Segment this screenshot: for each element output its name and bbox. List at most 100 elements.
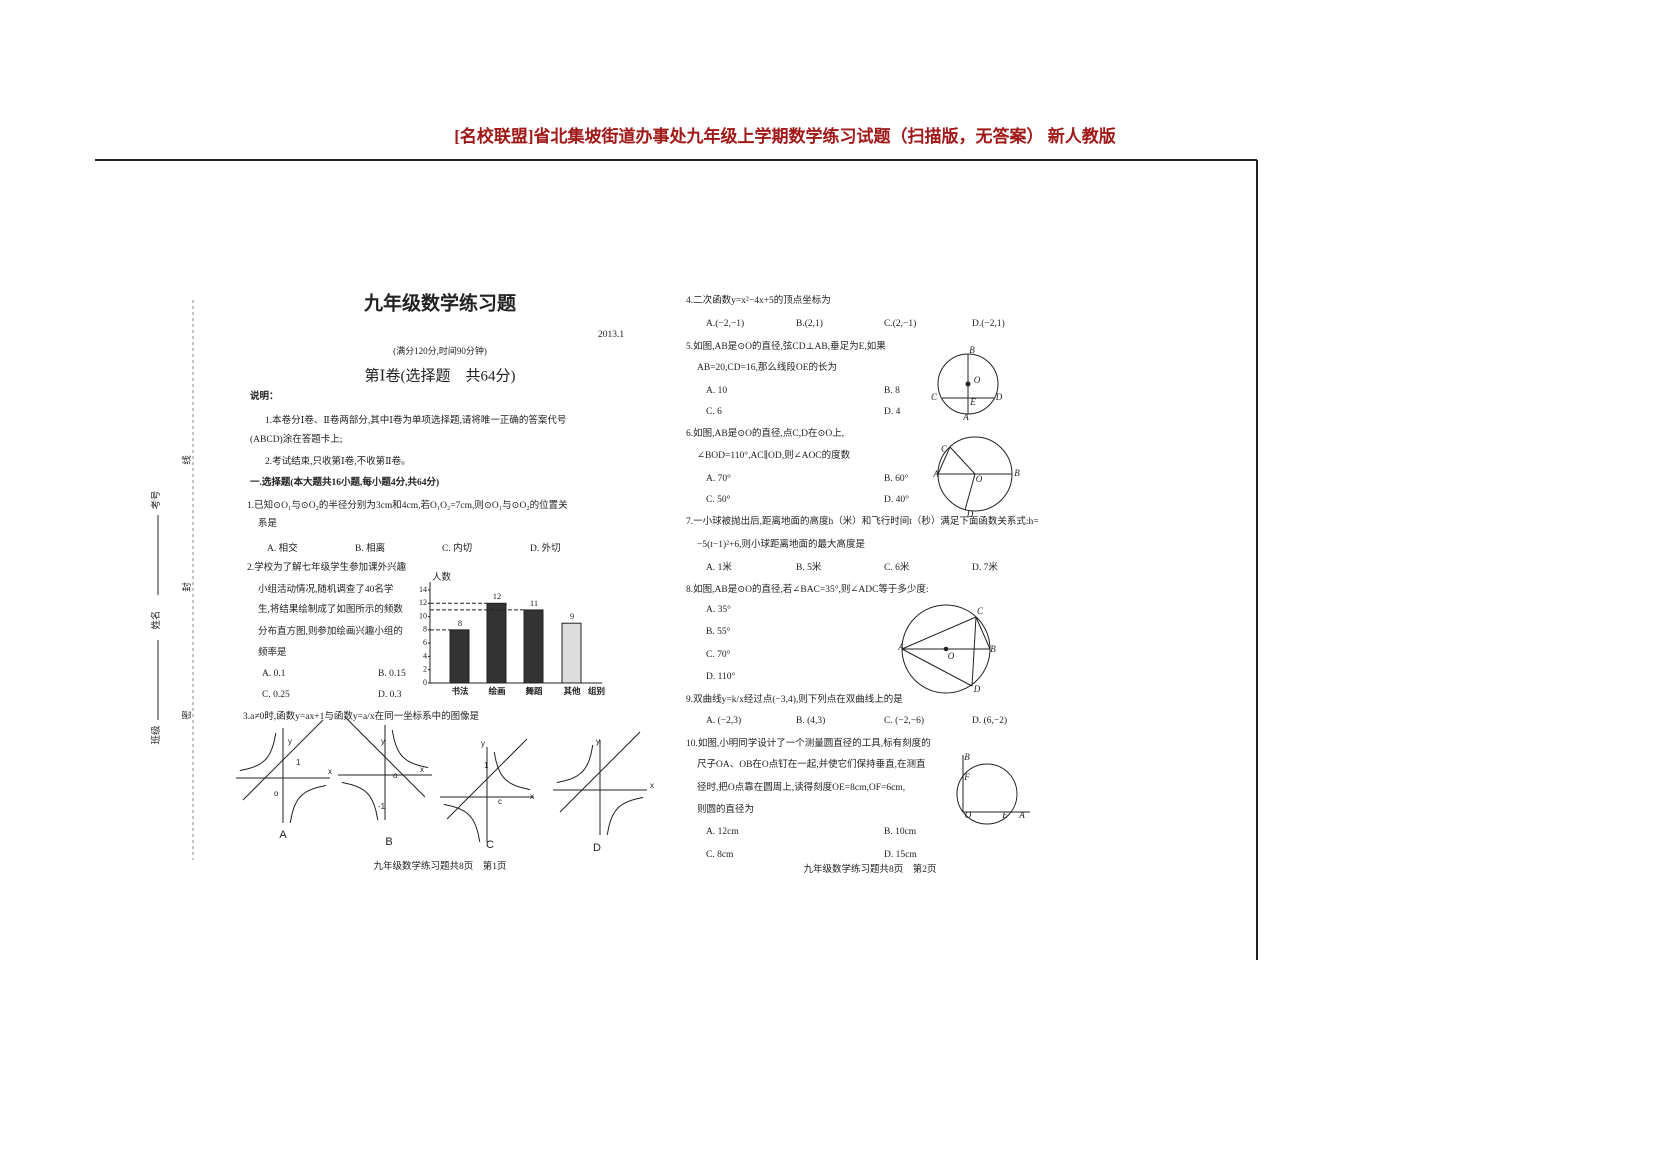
option: A. (−2,3) <box>706 715 741 726</box>
y-tick-label: 0 <box>423 678 427 687</box>
y-tick-label: 2 <box>423 665 427 674</box>
seal-char: 封 <box>181 582 193 592</box>
question-text: 尺子OA、OB在O点钉在一起,并使它们保持垂直,在测直 <box>697 758 926 770</box>
y-tick-label: 12 <box>419 598 427 607</box>
question-text: 8.如图,AB是⊙O的直径,若∠BAC=35°,则∠ADC等于多少度: <box>686 583 929 595</box>
figure-label: D <box>966 509 974 519</box>
figure-line <box>964 473 976 511</box>
figure-label: D <box>995 392 1003 402</box>
figure-label: O <box>965 810 972 820</box>
figure-line <box>937 446 951 475</box>
figure-label: A <box>932 469 939 479</box>
figure-label: D <box>973 684 981 694</box>
y-tick-label: 8 <box>423 625 427 634</box>
y-tick-label: 4 <box>423 651 427 660</box>
figure-label: O <box>948 651 955 661</box>
figure-line <box>949 446 976 475</box>
figure-label: A <box>1018 810 1025 820</box>
option: C. 6米 <box>884 561 910 573</box>
graph-axis-label: 1 <box>296 758 301 767</box>
option: B. 8 <box>884 386 900 396</box>
figure-label: A <box>962 412 969 422</box>
page-footer: 九年级数学练习题共8页 第1页 <box>373 860 506 872</box>
graph-axis-label: 1 <box>484 761 489 770</box>
question-text: −5(t−1)²+6,则小球距离地面的最大高度是 <box>697 538 866 550</box>
question-text: 频率是 <box>258 646 287 658</box>
question-text: 系是 <box>258 518 278 529</box>
option: B. 0.15 <box>378 669 406 679</box>
option: A. 相交 <box>267 542 298 554</box>
bar <box>523 609 544 684</box>
bar <box>486 602 507 684</box>
hyperbola <box>239 732 277 771</box>
graph-axis-label: x <box>328 767 332 776</box>
axis-title: 人数 <box>432 571 452 583</box>
info: (满分120分,时间90分钟) <box>393 345 487 356</box>
option: D. 15cm <box>884 850 917 860</box>
question-text: 6.如图,AB是⊙O的直径,点C,D在⊙O上, <box>686 427 844 439</box>
question-text: 径时,把O点靠在圆周上,读得刻度OE=8cm,OF=6cm, <box>697 781 905 793</box>
option: D. 40° <box>884 494 909 505</box>
x-tick-label: 绘画 <box>488 686 505 696</box>
option: A. 1米 <box>706 561 732 573</box>
figure-dot <box>943 646 949 652</box>
option: B. 60° <box>884 473 909 484</box>
option: C. 8cm <box>706 850 734 860</box>
note: (ABCD)涂在答题卡上; <box>250 433 342 445</box>
question-text: 小组活动情况,随机调查了40名学 <box>258 583 393 595</box>
graph-option: D <box>593 842 601 854</box>
question-text: 9.双曲线y=k/x经过点(−3,4),则下列点在双曲线上的是 <box>686 693 903 705</box>
bar-label: 8 <box>458 618 462 628</box>
option: B.(2,1) <box>796 318 823 329</box>
option: D. 7米 <box>972 561 998 573</box>
option: D. 0.3 <box>378 690 402 700</box>
graph-option: C <box>486 839 494 851</box>
page-title: 九年级数学练习题 <box>363 291 516 314</box>
question-text: 则圆的直径为 <box>697 803 754 815</box>
x-tick-label: 书法 <box>451 686 469 696</box>
hyperbola <box>443 804 481 843</box>
figure-label: E <box>969 397 976 407</box>
option: C. 6 <box>706 407 722 417</box>
option: B. (4,3) <box>796 715 825 726</box>
doc-title: [名校联盟]省北集坡街道办事处九年级上学期数学练习试题（扫描版，无答案） 新人教… <box>454 126 1116 146</box>
x-tick-label: 舞蹈 <box>524 686 543 696</box>
question-text: 7.一小球被抛出后,距离地面的高度h（米）和飞行时间t（秒）满足下面函数关系式:… <box>686 515 1039 527</box>
graph-line <box>344 716 426 798</box>
bar-label: 9 <box>570 611 574 621</box>
option: A. 12cm <box>706 827 739 837</box>
graph-option: B <box>385 836 392 848</box>
figure-circle <box>956 763 1018 825</box>
notes-title: 说明： <box>250 390 279 402</box>
question-text: 2.学校为了解七年级学生参加课外兴趣 <box>247 561 407 573</box>
graph-axis-label: y <box>481 739 485 748</box>
question-text: ∠BOD=110°,AC∥OD,则∠AOC的度数 <box>697 449 851 461</box>
graph-axis-label: c <box>498 797 502 806</box>
seal-char: 密 <box>181 710 193 720</box>
question-text: 3.a≠0时,函数y=ax+1与函数y=a/x在同一坐标系中的图像是 <box>243 710 480 722</box>
option: D. 4 <box>884 407 901 417</box>
option: A. 10 <box>706 386 727 396</box>
figure-label: C <box>941 444 948 454</box>
graph-axis-label: x <box>650 781 654 790</box>
option: C. 70° <box>706 649 731 660</box>
option: A. 70° <box>706 473 731 484</box>
option: C. 内切 <box>442 542 472 554</box>
option: C. 0.25 <box>262 690 290 700</box>
figure-label: F <box>963 772 970 782</box>
y-tick-label: 6 <box>423 638 427 647</box>
x-tick-label: 其他 <box>563 686 581 696</box>
graph-axis-label: x <box>530 792 534 801</box>
y-tick-label: 10 <box>419 611 427 620</box>
page-footer: 九年级数学练习题共8页 第2页 <box>803 863 936 875</box>
hyperbola <box>606 797 644 836</box>
figure-dot <box>965 381 971 387</box>
question-text: 1.已知⊙O₁与⊙O₂的半径分别为3cm和4cm,若O₁O₂=7cm,则⊙O₁与… <box>247 499 568 511</box>
figure-label: C <box>931 392 938 402</box>
axis-title: 组别 <box>588 686 605 696</box>
option: A.(−2,−1) <box>706 318 744 329</box>
note: 2.考试结束,只收第Ⅰ卷,不收第Ⅱ卷。 <box>265 455 411 467</box>
option: D. (6,−2) <box>972 715 1007 726</box>
